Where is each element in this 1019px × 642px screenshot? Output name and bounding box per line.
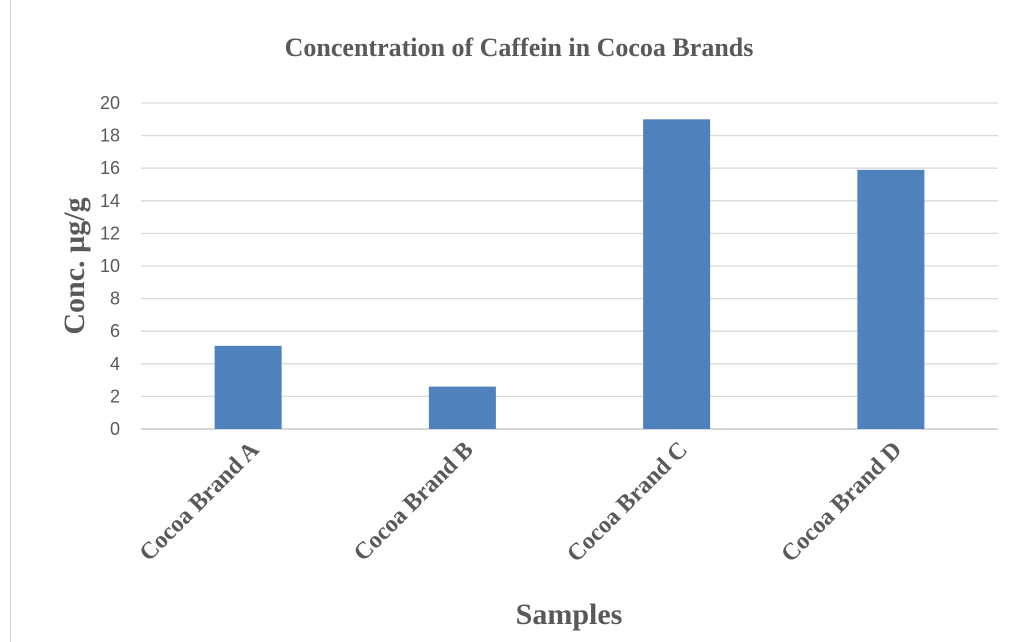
- y-tick-label: 0: [110, 419, 120, 439]
- y-tick-label: 18: [100, 126, 120, 146]
- bar-cocoa-brand-a: [214, 345, 282, 429]
- x-tick-label: Cocoa Brand D: [777, 437, 908, 568]
- y-tick-label: 16: [100, 158, 120, 178]
- bar-cocoa-brand-c: [643, 119, 711, 430]
- y-tick-label: 14: [100, 191, 120, 211]
- y-tick-label: 12: [100, 223, 120, 243]
- y-tick-label: 8: [110, 289, 120, 309]
- gridlines: [141, 102, 998, 430]
- x-tick-label: Cocoa Brand C: [562, 437, 693, 568]
- bar-cocoa-brand-b: [428, 386, 496, 429]
- bar-cocoa-brand-d: [857, 169, 925, 429]
- y-tick-label: 10: [100, 256, 120, 276]
- bars: [214, 119, 925, 430]
- y-tick-label: 20: [100, 93, 120, 113]
- x-tick-labels: Cocoa Brand A Cocoa Brand B Cocoa Brand C C…: [135, 436, 907, 567]
- x-tick-label: Cocoa Brand A: [135, 436, 265, 566]
- y-tick-label: 6: [110, 321, 120, 341]
- chart-title: Concentration of Caffein in Cocoa Brands: [285, 33, 754, 62]
- x-tick-label: Cocoa Brand B: [349, 437, 479, 567]
- chart-frame: [10, 0, 1019, 642]
- x-axis-title: Samples: [516, 598, 623, 631]
- y-tick-label: 4: [110, 354, 120, 374]
- y-tick-labels: 0 2 4 6 8 10 12 14 16 18 20: [100, 93, 120, 439]
- y-tick-label: 2: [110, 386, 120, 406]
- y-axis-title: Conc. µg/g: [58, 197, 91, 334]
